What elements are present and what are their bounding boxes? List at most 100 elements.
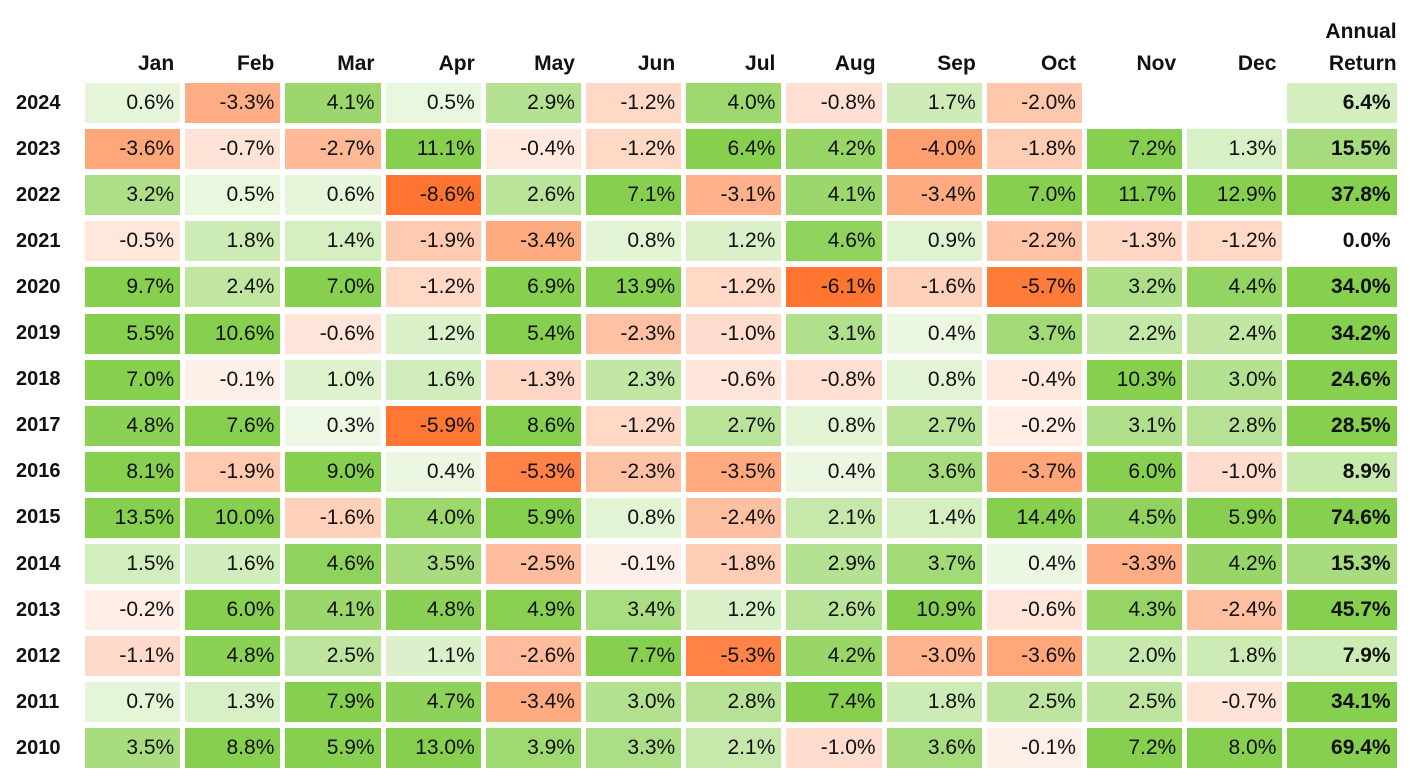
- cell-2019-may: 5.4%: [485, 313, 581, 354]
- cell-2023-may: -0.4%: [485, 129, 581, 170]
- cell-2015-may: 5.9%: [485, 497, 581, 538]
- cell-2021-oct: -2.2%: [986, 221, 1082, 262]
- cell-2016-aug: 0.4%: [786, 451, 882, 492]
- cell-2015-dec: 5.9%: [1187, 497, 1283, 538]
- cell-2021-jun: 0.8%: [586, 221, 682, 262]
- cell-2024-apr: 0.5%: [385, 83, 481, 124]
- column-header-mar: Mar: [337, 52, 375, 75]
- year-label-2023: 2023: [16, 137, 61, 160]
- cell-2013-oct: -0.6%: [986, 590, 1082, 631]
- cell-2014-mar: 4.6%: [285, 544, 381, 585]
- cell-2011-nov: 2.5%: [1087, 682, 1183, 723]
- annual-return-2020: 34.0%: [1287, 267, 1397, 308]
- year-label-2019: 2019: [16, 322, 61, 345]
- cell-2015-aug: 2.1%: [786, 497, 882, 538]
- cell-2016-sep: 3.6%: [886, 451, 982, 492]
- cell-2012-sep: -3.0%: [886, 636, 982, 677]
- cell-2010-mar: 5.9%: [285, 728, 381, 769]
- cell-2010-dec: 8.0%: [1187, 728, 1283, 769]
- cell-2023-jul: 6.4%: [686, 129, 782, 170]
- cell-2015-jan: 13.5%: [85, 497, 181, 538]
- cell-2013-jul: 1.2%: [686, 590, 782, 631]
- cell-2024-mar: 4.1%: [285, 83, 381, 124]
- annual-return-2021: 0.0%: [1287, 221, 1397, 262]
- cell-2013-dec: -2.4%: [1187, 590, 1283, 631]
- cell-2011-oct: 2.5%: [986, 682, 1082, 723]
- cell-2022-nov: 11.7%: [1087, 175, 1183, 216]
- cell-2016-may: -5.3%: [485, 451, 581, 492]
- cell-2013-jan: -0.2%: [85, 590, 181, 631]
- cell-2014-may: -2.5%: [485, 544, 581, 585]
- cell-2011-jun: 3.0%: [586, 682, 682, 723]
- cell-2020-jul: -1.2%: [686, 267, 782, 308]
- year-label-2010: 2010: [16, 736, 61, 759]
- cell-2020-may: 6.9%: [485, 267, 581, 308]
- cell-2011-sep: 1.8%: [886, 682, 982, 723]
- annual-return-2012: 7.9%: [1287, 636, 1397, 677]
- cell-2014-nov: -3.3%: [1087, 544, 1183, 585]
- cell-2010-jul: 2.1%: [686, 728, 782, 769]
- cell-2017-sep: 2.7%: [886, 405, 982, 446]
- cell-2015-mar: -1.6%: [285, 497, 381, 538]
- annual-return-2017: 28.5%: [1287, 405, 1397, 446]
- year-label-2021: 2021: [16, 229, 61, 252]
- cell-2012-oct: -3.6%: [986, 636, 1082, 677]
- cell-2023-mar: -2.7%: [285, 129, 381, 170]
- cell-2014-sep: 3.7%: [886, 544, 982, 585]
- cell-2012-jun: 7.7%: [586, 636, 682, 677]
- cell-2020-apr: -1.2%: [385, 267, 481, 308]
- cell-2011-aug: 7.4%: [786, 682, 882, 723]
- cell-2013-feb: 6.0%: [185, 590, 281, 631]
- cell-2024-sep: 1.7%: [886, 83, 982, 124]
- cell-2018-apr: 1.6%: [385, 359, 481, 400]
- cell-2021-apr: -1.9%: [385, 221, 481, 262]
- cell-2015-nov: 4.5%: [1087, 497, 1183, 538]
- cell-2022-jul: -3.1%: [686, 175, 782, 216]
- cell-2021-feb: 1.8%: [185, 221, 281, 262]
- cell-2011-may: -3.4%: [485, 682, 581, 723]
- cell-2013-apr: 4.8%: [385, 590, 481, 631]
- cell-2018-jul: -0.6%: [686, 359, 782, 400]
- annual-return-header-line-2: Return: [1328, 52, 1397, 75]
- cell-2014-dec: 4.2%: [1187, 544, 1283, 585]
- cell-2015-sep: 1.4%: [886, 497, 982, 538]
- cell-2020-mar: 7.0%: [285, 267, 381, 308]
- cell-2019-jan: 5.5%: [85, 313, 181, 354]
- year-label-2017: 2017: [16, 414, 61, 437]
- column-header-dec: Dec: [1237, 52, 1277, 75]
- cell-2010-oct: -0.1%: [986, 728, 1082, 769]
- cell-2019-nov: 2.2%: [1087, 313, 1183, 354]
- cell-2013-may: 4.9%: [485, 590, 581, 631]
- cell-2020-aug: -6.1%: [786, 267, 882, 308]
- annual-return-2019: 34.2%: [1287, 313, 1397, 354]
- cell-2020-feb: 2.4%: [185, 267, 281, 308]
- cell-2023-apr: 11.1%: [385, 129, 481, 170]
- cell-2015-apr: 4.0%: [385, 497, 481, 538]
- cell-2012-apr: 1.1%: [385, 636, 481, 677]
- cell-2019-aug: 3.1%: [786, 313, 882, 354]
- cell-2017-mar: 0.3%: [285, 405, 381, 446]
- cell-2017-jan: 4.8%: [85, 405, 181, 446]
- cell-2011-mar: 7.9%: [285, 682, 381, 723]
- cell-2021-dec: -1.2%: [1187, 221, 1283, 262]
- year-label-2013: 2013: [16, 598, 61, 621]
- cell-2020-jan: 9.7%: [85, 267, 181, 308]
- cell-2023-jan: -3.6%: [85, 129, 181, 170]
- cell-2012-mar: 2.5%: [285, 636, 381, 677]
- cell-2023-nov: 7.2%: [1087, 129, 1183, 170]
- annual-return-2010: 69.4%: [1287, 728, 1397, 769]
- cell-2017-jun: -1.2%: [586, 405, 682, 446]
- cell-2018-dec: 3.0%: [1187, 359, 1283, 400]
- cell-2013-jun: 3.4%: [586, 590, 682, 631]
- cell-2013-nov: 4.3%: [1087, 590, 1183, 631]
- cell-2013-mar: 4.1%: [285, 590, 381, 631]
- cell-2019-sep: 0.4%: [886, 313, 982, 354]
- cell-2015-jul: -2.4%: [686, 497, 782, 538]
- cell-2017-dec: 2.8%: [1187, 405, 1283, 446]
- year-label-2022: 2022: [16, 183, 61, 206]
- cell-2021-aug: 4.6%: [786, 221, 882, 262]
- cell-2016-dec: -1.0%: [1187, 451, 1283, 492]
- cell-2013-sep: 10.9%: [886, 590, 982, 631]
- cell-2017-feb: 7.6%: [185, 405, 281, 446]
- cell-2018-feb: -0.1%: [185, 359, 281, 400]
